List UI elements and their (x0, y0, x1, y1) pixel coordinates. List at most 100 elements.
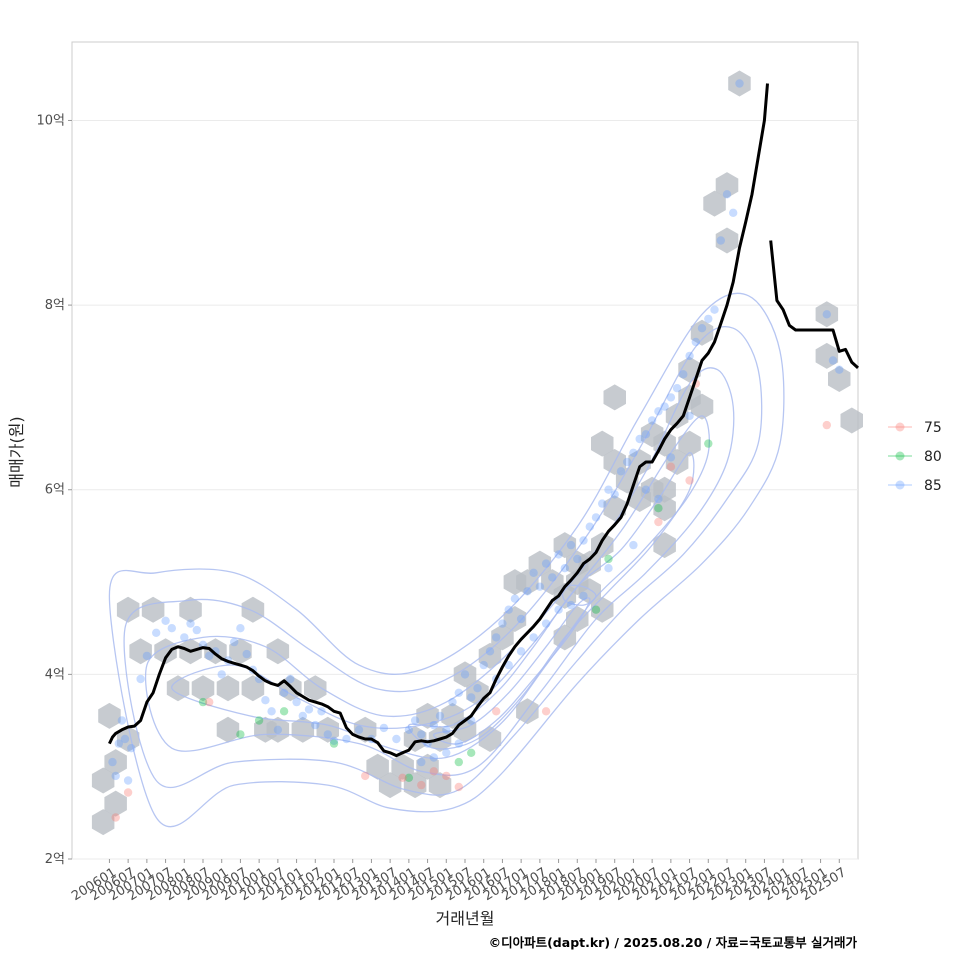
data-point-75 (111, 813, 120, 822)
data-point-85 (136, 674, 145, 684)
hexbin-cell (653, 532, 676, 559)
data-point-85 (442, 748, 451, 757)
data-point-80 (654, 504, 663, 513)
data-point-75 (429, 767, 438, 776)
data-point-75 (123, 788, 133, 797)
hexbin-cell (91, 809, 115, 836)
data-point-80 (404, 773, 414, 782)
data-point-85 (142, 651, 152, 661)
data-point-85 (647, 416, 657, 425)
data-point-85 (498, 619, 507, 628)
data-point-80 (604, 554, 613, 564)
y-axis-title: 매매가(원) (7, 416, 26, 487)
hexbin-cell (266, 716, 290, 743)
data-point-75 (442, 771, 451, 781)
hexbin-cell (715, 172, 739, 199)
data-point-85 (114, 739, 124, 748)
hexbin-cell (566, 569, 589, 596)
data-point-85 (167, 624, 176, 633)
hexbin-cell (815, 342, 839, 369)
data-point-85 (467, 693, 476, 702)
data-point-85 (729, 208, 738, 217)
hexbin-cell (828, 366, 851, 392)
hexbin-cell (678, 430, 701, 457)
data-point-85 (523, 587, 532, 596)
data-point-85 (473, 684, 482, 693)
data-point-85 (180, 633, 189, 642)
data-point-85 (560, 564, 569, 573)
data-point-85 (273, 725, 283, 734)
data-point-75 (361, 771, 370, 781)
data-point-85 (610, 490, 619, 499)
data-point-85 (566, 600, 576, 610)
hexbin-cell (503, 569, 527, 596)
data-point-85 (554, 605, 563, 614)
data-point-85 (529, 633, 538, 642)
data-point-85 (429, 720, 438, 730)
data-point-85 (822, 310, 831, 319)
legend-key-point (895, 422, 905, 432)
data-point-85 (123, 776, 133, 785)
hexbin-cell (216, 716, 240, 743)
hexbin-cell (129, 638, 152, 665)
density-contours (108, 292, 785, 828)
hexbin-cell (640, 421, 664, 448)
hexbin-cell (840, 407, 863, 434)
data-point-85 (541, 559, 551, 568)
data-point-85 (579, 536, 588, 545)
y-tick-label: 4억 (45, 667, 65, 682)
data-point-85 (236, 624, 245, 633)
data-point-85 (317, 707, 326, 716)
data-point-75 (205, 697, 214, 707)
hexbin-cell (665, 402, 689, 429)
data-point-75 (666, 462, 676, 471)
data-point-85 (541, 619, 551, 628)
hexbin-cell (304, 675, 327, 702)
data-point-85 (598, 499, 607, 508)
data-point-85 (152, 628, 161, 637)
hexbin-cell (316, 716, 339, 743)
hexbin-cell (603, 384, 626, 411)
data-point-85 (435, 711, 445, 721)
data-point-85 (504, 660, 513, 670)
data-point-75 (417, 780, 426, 790)
data-point-85 (108, 757, 117, 767)
y-tick-label: 6억 (45, 483, 65, 498)
data-point-85 (267, 707, 276, 716)
data-point-75 (492, 707, 501, 716)
hexbin-cell (91, 767, 115, 794)
data-point-85 (641, 485, 651, 494)
data-point-85 (635, 434, 644, 444)
hexbin-cell (179, 596, 202, 623)
data-point-85 (417, 757, 426, 767)
density-contour (123, 325, 763, 796)
data-point-85 (120, 734, 130, 744)
data-point-85 (342, 734, 351, 744)
data-point-85 (585, 522, 594, 531)
data-point-85 (835, 365, 844, 374)
data-point-85 (329, 736, 339, 745)
data-point-85 (311, 720, 320, 730)
hexbin-cell (478, 642, 502, 669)
data-point-85 (111, 771, 120, 781)
data-point-80 (198, 697, 208, 707)
credit-text: ©디아파트(dapt.kr) / 2025.08.20 / 자료=국토교통부 실… (489, 935, 858, 950)
data-point-85 (186, 619, 195, 628)
data-point-85 (716, 236, 725, 245)
data-point-85 (205, 651, 214, 661)
data-point-85 (454, 688, 463, 697)
legend-label: 80 (924, 449, 942, 465)
data-point-85 (685, 411, 694, 421)
data-point-85 (304, 705, 314, 714)
scatter-points (108, 79, 844, 822)
data-point-85 (404, 725, 414, 734)
data-point-85 (666, 393, 676, 402)
data-point-85 (623, 457, 632, 467)
data-point-75 (541, 707, 551, 716)
data-point-85 (161, 616, 170, 625)
data-point-85 (454, 739, 463, 748)
density-contour (171, 415, 710, 760)
hexbin-cell (815, 301, 839, 328)
data-point-85 (479, 660, 488, 670)
